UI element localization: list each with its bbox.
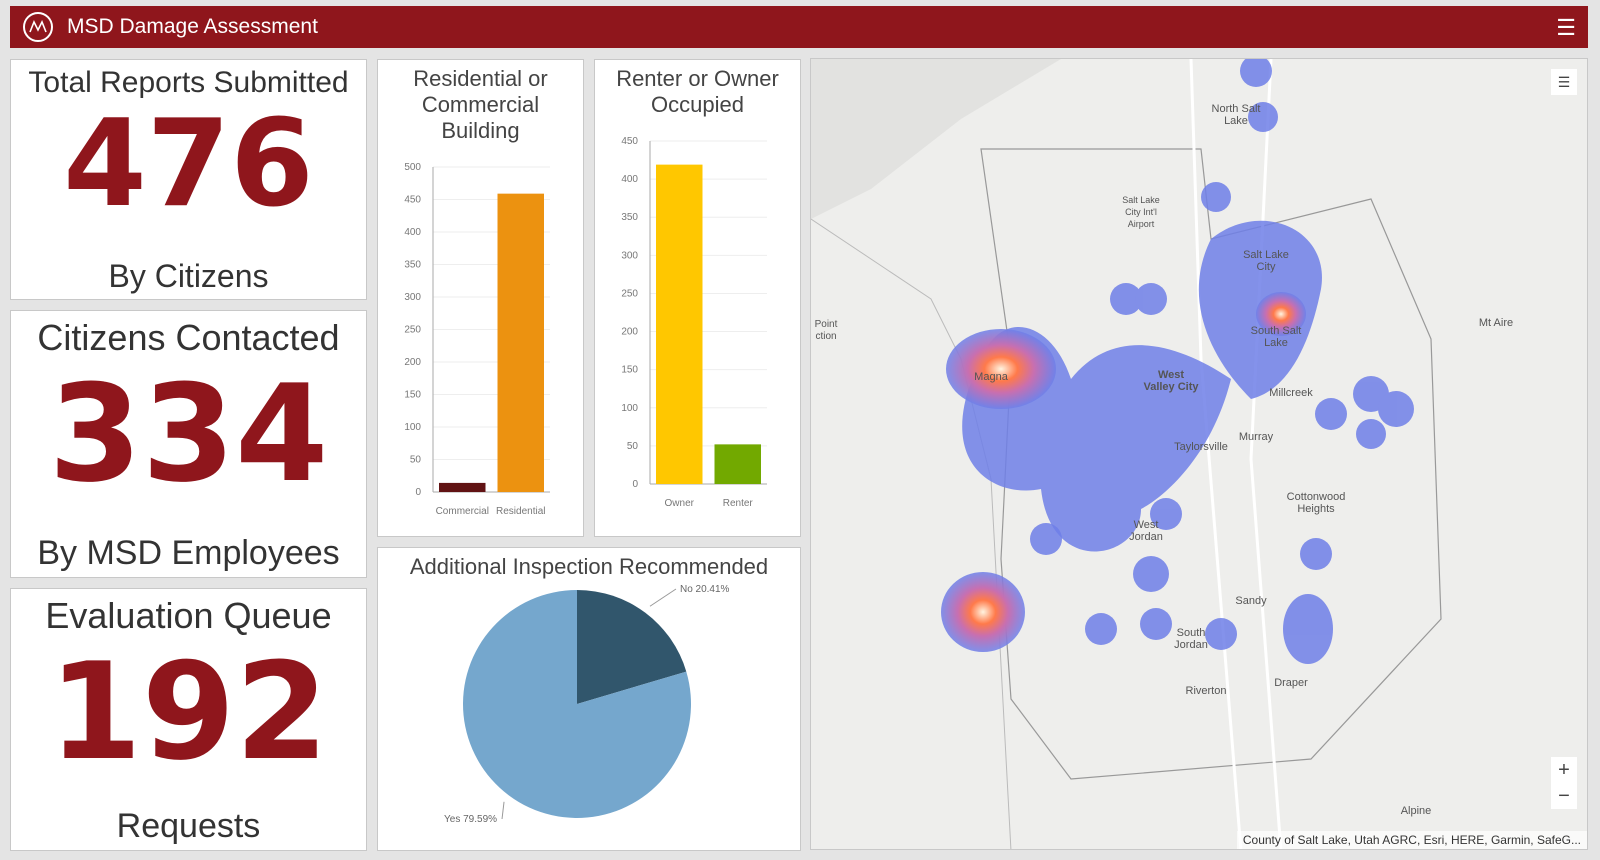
stat-value: 192 — [48, 634, 329, 790]
y-tick-label: 250 — [621, 288, 638, 299]
y-tick-label: 350 — [404, 260, 421, 271]
map-label: Millcreek — [1269, 387, 1313, 399]
map-label: Alpine — [1400, 805, 1432, 817]
map-label: Mt Aire — [1478, 317, 1514, 329]
bar-residential — [497, 193, 544, 492]
y-tick-label: 50 — [627, 441, 639, 452]
occupancy-chart: Renter or Owner Occupied 0 50 100 150 200 250… — [594, 59, 801, 537]
y-tick-label: 450 — [404, 195, 421, 206]
y-tick-label: 250 — [404, 325, 421, 336]
pie-leader-line — [501, 801, 505, 820]
stat-subtitle: By Citizens — [108, 258, 269, 294]
logo-icon — [23, 12, 53, 42]
map-label: North Salt Lake — [1211, 103, 1261, 127]
legend-icon[interactable]: ☰ — [1551, 69, 1577, 95]
pie-slice-yes — [463, 590, 691, 818]
y-tick-label: 100 — [621, 403, 638, 414]
map-label: Taylorsville — [1174, 441, 1228, 453]
y-tick-label: 450 — [621, 136, 638, 147]
chart-title: Residential or Commercial Building — [413, 66, 548, 143]
pie-leader-line — [649, 588, 677, 607]
map-label: West Valley City — [1143, 369, 1199, 393]
y-tick-label: 300 — [404, 292, 421, 303]
map-label: Draper — [1274, 677, 1308, 689]
pie-label: Yes 79.59% — [444, 814, 497, 825]
y-tick-label: 0 — [632, 479, 638, 490]
map-label: South Jordan — [1174, 627, 1208, 651]
stat-subtitle: By MSD Employees — [37, 534, 340, 572]
building-type-chart: Residential or Commercial Building 0 50 10… — [377, 59, 584, 537]
map-label: Murray — [1238, 431, 1274, 443]
y-tick-label: 350 — [621, 212, 638, 223]
bar-renter — [714, 444, 761, 484]
stat-subtitle: Requests — [116, 807, 261, 845]
y-tick-label: 200 — [404, 357, 421, 368]
map-label: Salt Lake City — [1243, 249, 1289, 273]
chart-title: Renter or Owner Occupied — [616, 66, 779, 117]
map-label: Sandy — [1235, 595, 1267, 607]
bar-chart: 0 50 100 150 200 250 300 350 400 450 Owner Renter — [621, 136, 767, 509]
zoom-in-button[interactable]: + — [1551, 757, 1577, 783]
app-header: MSD Damage Assessment ☰ — [10, 6, 1588, 48]
map-label: Cottonwood Heights — [1286, 491, 1346, 515]
x-tick-label: Owner — [665, 498, 695, 509]
bar-owner — [656, 164, 703, 484]
x-tick-label: Residential — [496, 506, 545, 517]
y-tick-label: 0 — [415, 487, 421, 498]
stat-evaluation-queue: Evaluation Queue 192 Requests — [10, 588, 367, 851]
stat-citizens-contacted: Citizens Contacted 334 By MSD Employees — [10, 310, 367, 578]
stat-title: Citizens Contacted — [37, 317, 340, 358]
x-tick-label: Renter — [723, 498, 754, 509]
stat-value: 334 — [48, 356, 329, 512]
y-tick-label: 100 — [404, 422, 421, 433]
map-label: Salt Lake City Int'l Airport — [1122, 195, 1160, 229]
map-basemap — [811, 59, 1442, 849]
x-tick-label: Commercial — [436, 506, 489, 517]
pie-slice-no — [577, 590, 687, 704]
bar-chart: 0 50 100 150 200 250 300 350 400 450 500 Commercial… — [404, 162, 550, 517]
stat-total-reports: Total Reports Submitted 476 By Citizens — [10, 59, 367, 300]
map-label: Magna — [974, 371, 1008, 383]
y-tick-label: 400 — [404, 227, 421, 238]
y-tick-label: 150 — [404, 390, 421, 401]
y-tick-label: 200 — [621, 327, 638, 338]
y-tick-label: 400 — [621, 174, 638, 185]
pie-label: No 20.41% — [680, 584, 730, 595]
y-tick-label: 300 — [621, 250, 638, 261]
stat-value: 476 — [63, 95, 314, 234]
map-label: West Jordan — [1129, 519, 1163, 543]
y-tick-label: 150 — [621, 365, 638, 376]
map-label: Point ction — [814, 319, 838, 342]
y-tick-label: 50 — [410, 455, 422, 466]
bar-commercial — [439, 482, 486, 492]
zoom-out-button[interactable]: − — [1551, 783, 1577, 809]
app-title: MSD Damage Assessment — [67, 15, 318, 38]
stat-title: Evaluation Queue — [45, 595, 332, 636]
map-label: Riverton — [1185, 685, 1227, 697]
map-label: South Salt Lake — [1250, 325, 1302, 349]
heatmap-map[interactable]: North Salt Lake Salt Lake City Int'l Air… — [810, 58, 1588, 850]
map-attribution: County of Salt Lake, Utah AGRC, Esri, HE… — [1236, 831, 1587, 849]
chart-title: Additional Inspection Recommended — [409, 554, 769, 579]
stat-title: Total Reports Submitted — [28, 66, 349, 99]
y-tick-label: 500 — [404, 162, 421, 173]
inspection-pie-chart: Additional Inspection Recommended No 20.… — [377, 547, 801, 851]
hamburger-icon[interactable]: ☰ — [1556, 15, 1576, 40]
pie-chart: No 20.41% Yes 79.59% — [444, 584, 730, 825]
